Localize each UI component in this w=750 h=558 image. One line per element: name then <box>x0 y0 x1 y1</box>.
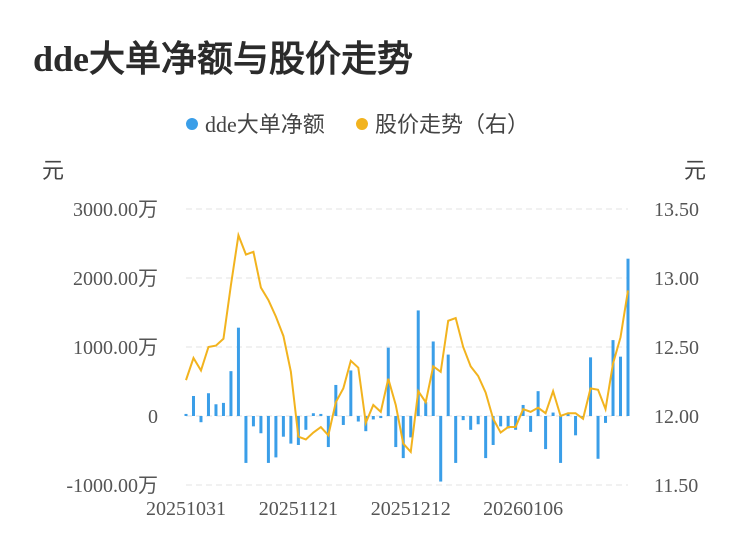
dde-bar <box>281 416 285 437</box>
dde-bar <box>379 416 383 419</box>
left-axis-unit: 元 <box>42 158 64 183</box>
dde-bar <box>551 412 555 416</box>
dde-bar <box>604 416 608 423</box>
dde-bar <box>371 416 375 420</box>
dde-bar <box>394 416 398 448</box>
right-axis-unit: 元 <box>684 158 706 183</box>
dde-bar <box>506 416 510 429</box>
left-tick-label: 1000.00万 <box>73 337 158 359</box>
dde-bar <box>184 413 188 416</box>
legend-label-price: 股价走势（右） <box>375 112 529 137</box>
right-axis-ticks: 13.50 13.00 12.50 12.00 11.50 <box>654 199 699 497</box>
dde-bar <box>341 416 345 425</box>
left-tick-label: 0 <box>148 406 158 428</box>
dde-bar <box>559 416 563 463</box>
right-tick-label: 13.00 <box>654 268 699 290</box>
dde-bar <box>469 416 473 430</box>
dde-bar <box>259 416 263 434</box>
dde-bar <box>356 416 360 422</box>
dde-bar <box>199 416 203 423</box>
left-tick-label: 3000.00万 <box>73 199 158 221</box>
chart-title: dde大单净额与股价走势 <box>33 39 414 79</box>
left-axis-ticks: 3000.00万 2000.00万 1000.00万 0 -1000.00万 <box>66 199 158 497</box>
dde-bar <box>514 416 518 430</box>
dde-bar <box>214 404 218 416</box>
legend: dde大单净额 股价走势（右） <box>186 112 529 137</box>
right-tick-label: 13.50 <box>654 199 699 221</box>
dde-bar <box>596 416 600 459</box>
dde-bar <box>304 416 308 430</box>
dde-bar <box>446 354 450 416</box>
dde-bar <box>536 391 540 416</box>
dde-bar <box>349 370 353 416</box>
dde-bar <box>544 416 548 450</box>
dde-bar <box>454 416 458 463</box>
dde-bar <box>589 357 593 416</box>
right-tick-label: 12.00 <box>654 406 699 428</box>
x-tick-label: 20260106 <box>483 498 563 520</box>
dde-bar <box>566 413 570 416</box>
dde-bar <box>221 402 225 416</box>
dde-bar <box>461 416 465 421</box>
x-tick-label: 20251121 <box>259 498 338 520</box>
x-axis-ticks: 20251031 20251121 20251212 20260106 <box>146 498 563 520</box>
dde-bar <box>484 416 488 459</box>
dde-bar <box>611 340 615 416</box>
dde-bar <box>206 393 210 416</box>
dde-bar <box>439 416 443 482</box>
legend-marker-dde <box>186 118 198 130</box>
dde-bar <box>416 310 420 416</box>
right-tick-label: 11.50 <box>654 475 698 497</box>
dde-bar <box>626 258 630 416</box>
dde-bar <box>289 416 293 444</box>
legend-label-dde: dde大单净额 <box>205 112 325 137</box>
dde-bar <box>236 327 240 416</box>
x-tick-label: 20251212 <box>371 498 451 520</box>
dde-bar <box>529 416 533 432</box>
dde-bar <box>401 416 405 459</box>
dde-bar <box>499 416 503 427</box>
legend-marker-price <box>356 118 368 130</box>
dde-bar <box>574 416 578 436</box>
right-tick-label: 12.50 <box>654 337 699 359</box>
dde-bar <box>251 416 255 427</box>
dde-bar <box>311 413 315 416</box>
dde-bar <box>476 416 480 425</box>
dde-bar <box>319 413 323 416</box>
dde-bar <box>229 371 233 416</box>
dde-bar <box>266 416 270 463</box>
dde-bar <box>191 395 195 416</box>
dde-bar <box>274 416 278 458</box>
dde-bar <box>424 402 428 416</box>
dde-bar <box>431 341 435 416</box>
dde-bar <box>491 416 495 445</box>
left-tick-label: 2000.00万 <box>73 268 158 290</box>
dde-bar <box>619 356 623 416</box>
dde-bar <box>244 416 248 463</box>
x-tick-label: 20251031 <box>146 498 226 520</box>
left-tick-label: -1000.00万 <box>66 475 158 497</box>
bar-series <box>184 258 630 482</box>
dde-bar <box>409 416 413 438</box>
price-line <box>185 231 629 455</box>
